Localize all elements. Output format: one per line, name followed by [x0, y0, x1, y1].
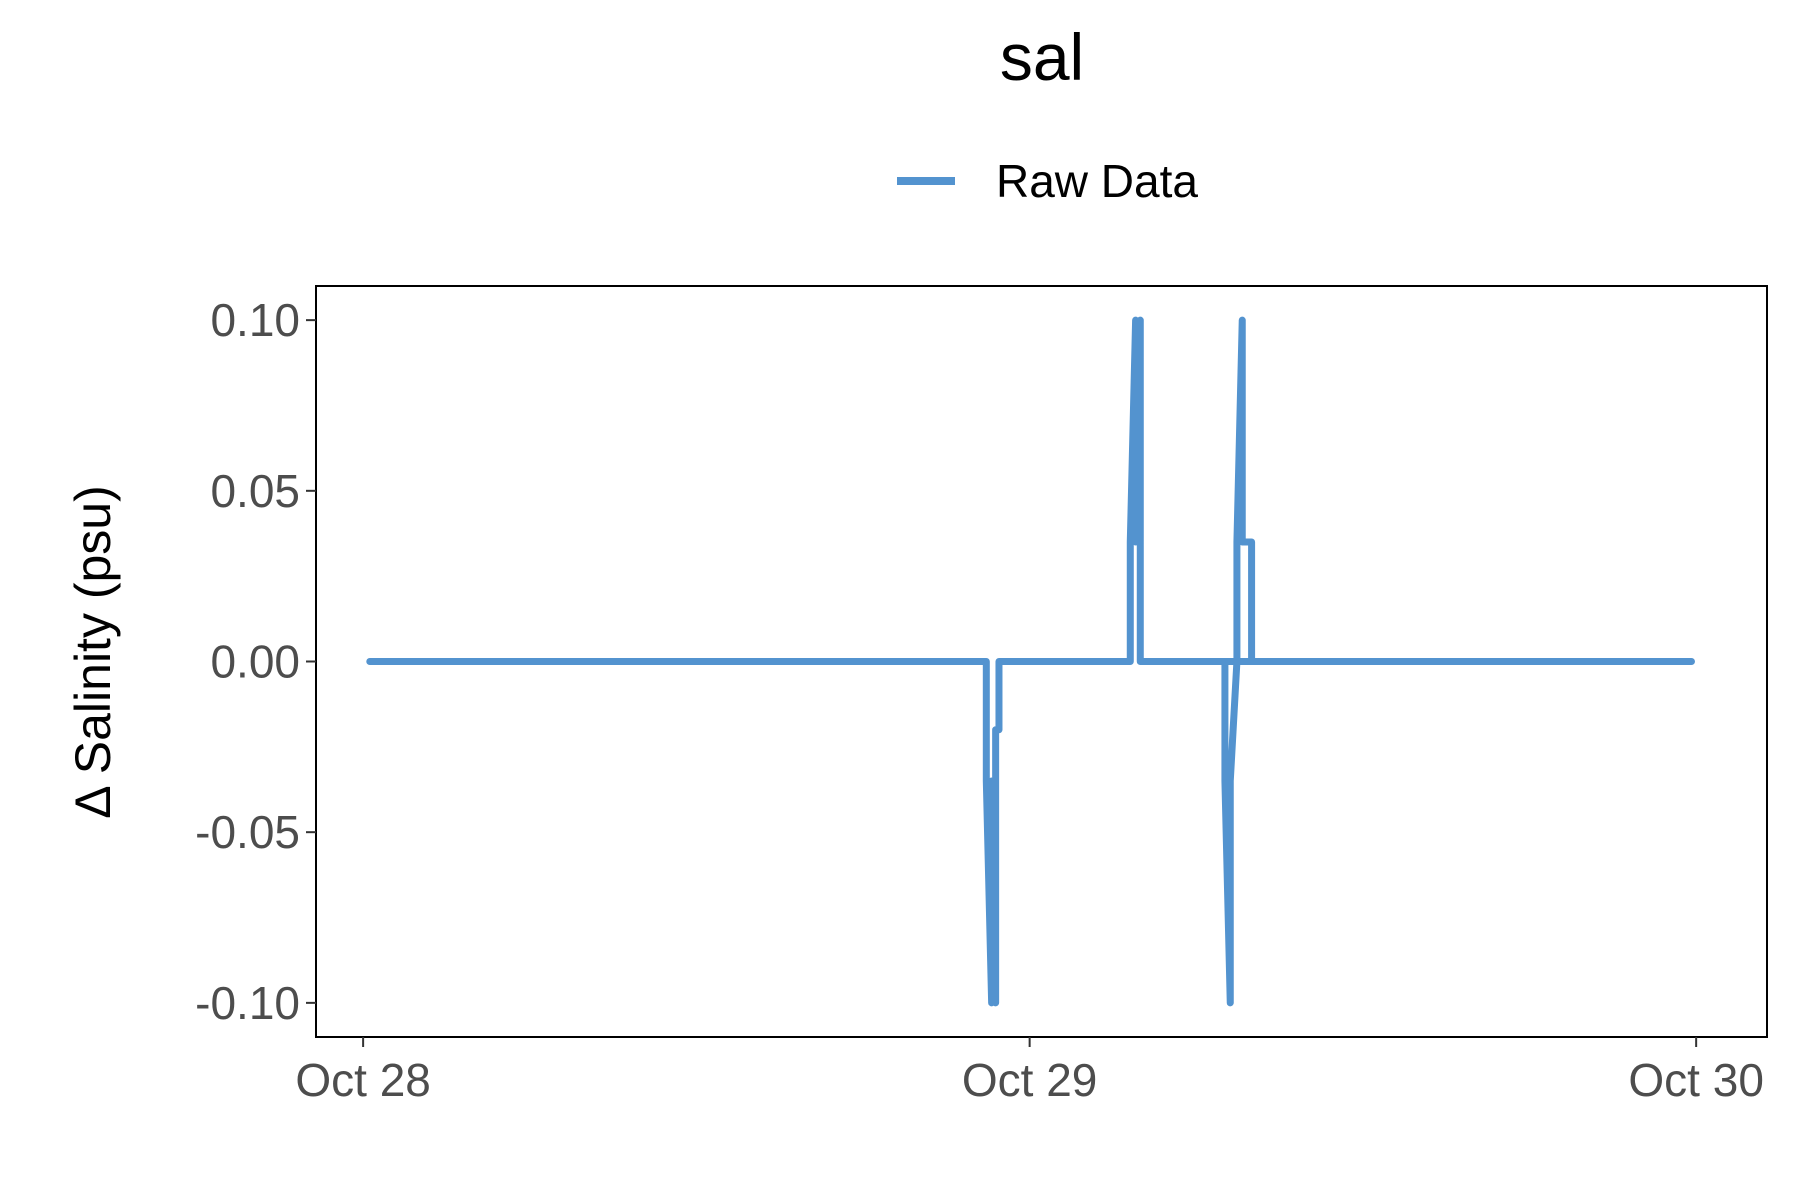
- x-tick-label: Oct 30: [1628, 1054, 1764, 1106]
- x-tick-label: Oct 29: [962, 1054, 1098, 1106]
- x-tick-label: Oct 28: [295, 1054, 431, 1106]
- y-tick-label: 0.10: [210, 294, 300, 346]
- y-tick-label: -0.05: [195, 806, 300, 858]
- x-axis: Oct 28 Oct 29 Oct 30: [295, 1037, 1764, 1106]
- y-axis-label: Δ Salinity (psu): [65, 485, 121, 819]
- legend-label: Raw Data: [996, 155, 1198, 207]
- series-line-raw-data: [366, 316, 1695, 1007]
- y-tick-label: 0.05: [210, 465, 300, 517]
- series-layer: [366, 316, 1695, 1007]
- y-tick-label: -0.10: [195, 977, 300, 1029]
- chart-title: sal: [1000, 20, 1084, 94]
- y-axis: 0.10 0.05 0.00 -0.05 -0.10: [195, 294, 316, 1029]
- y-tick-label: 0.00: [210, 636, 300, 688]
- legend: Raw Data: [897, 155, 1198, 207]
